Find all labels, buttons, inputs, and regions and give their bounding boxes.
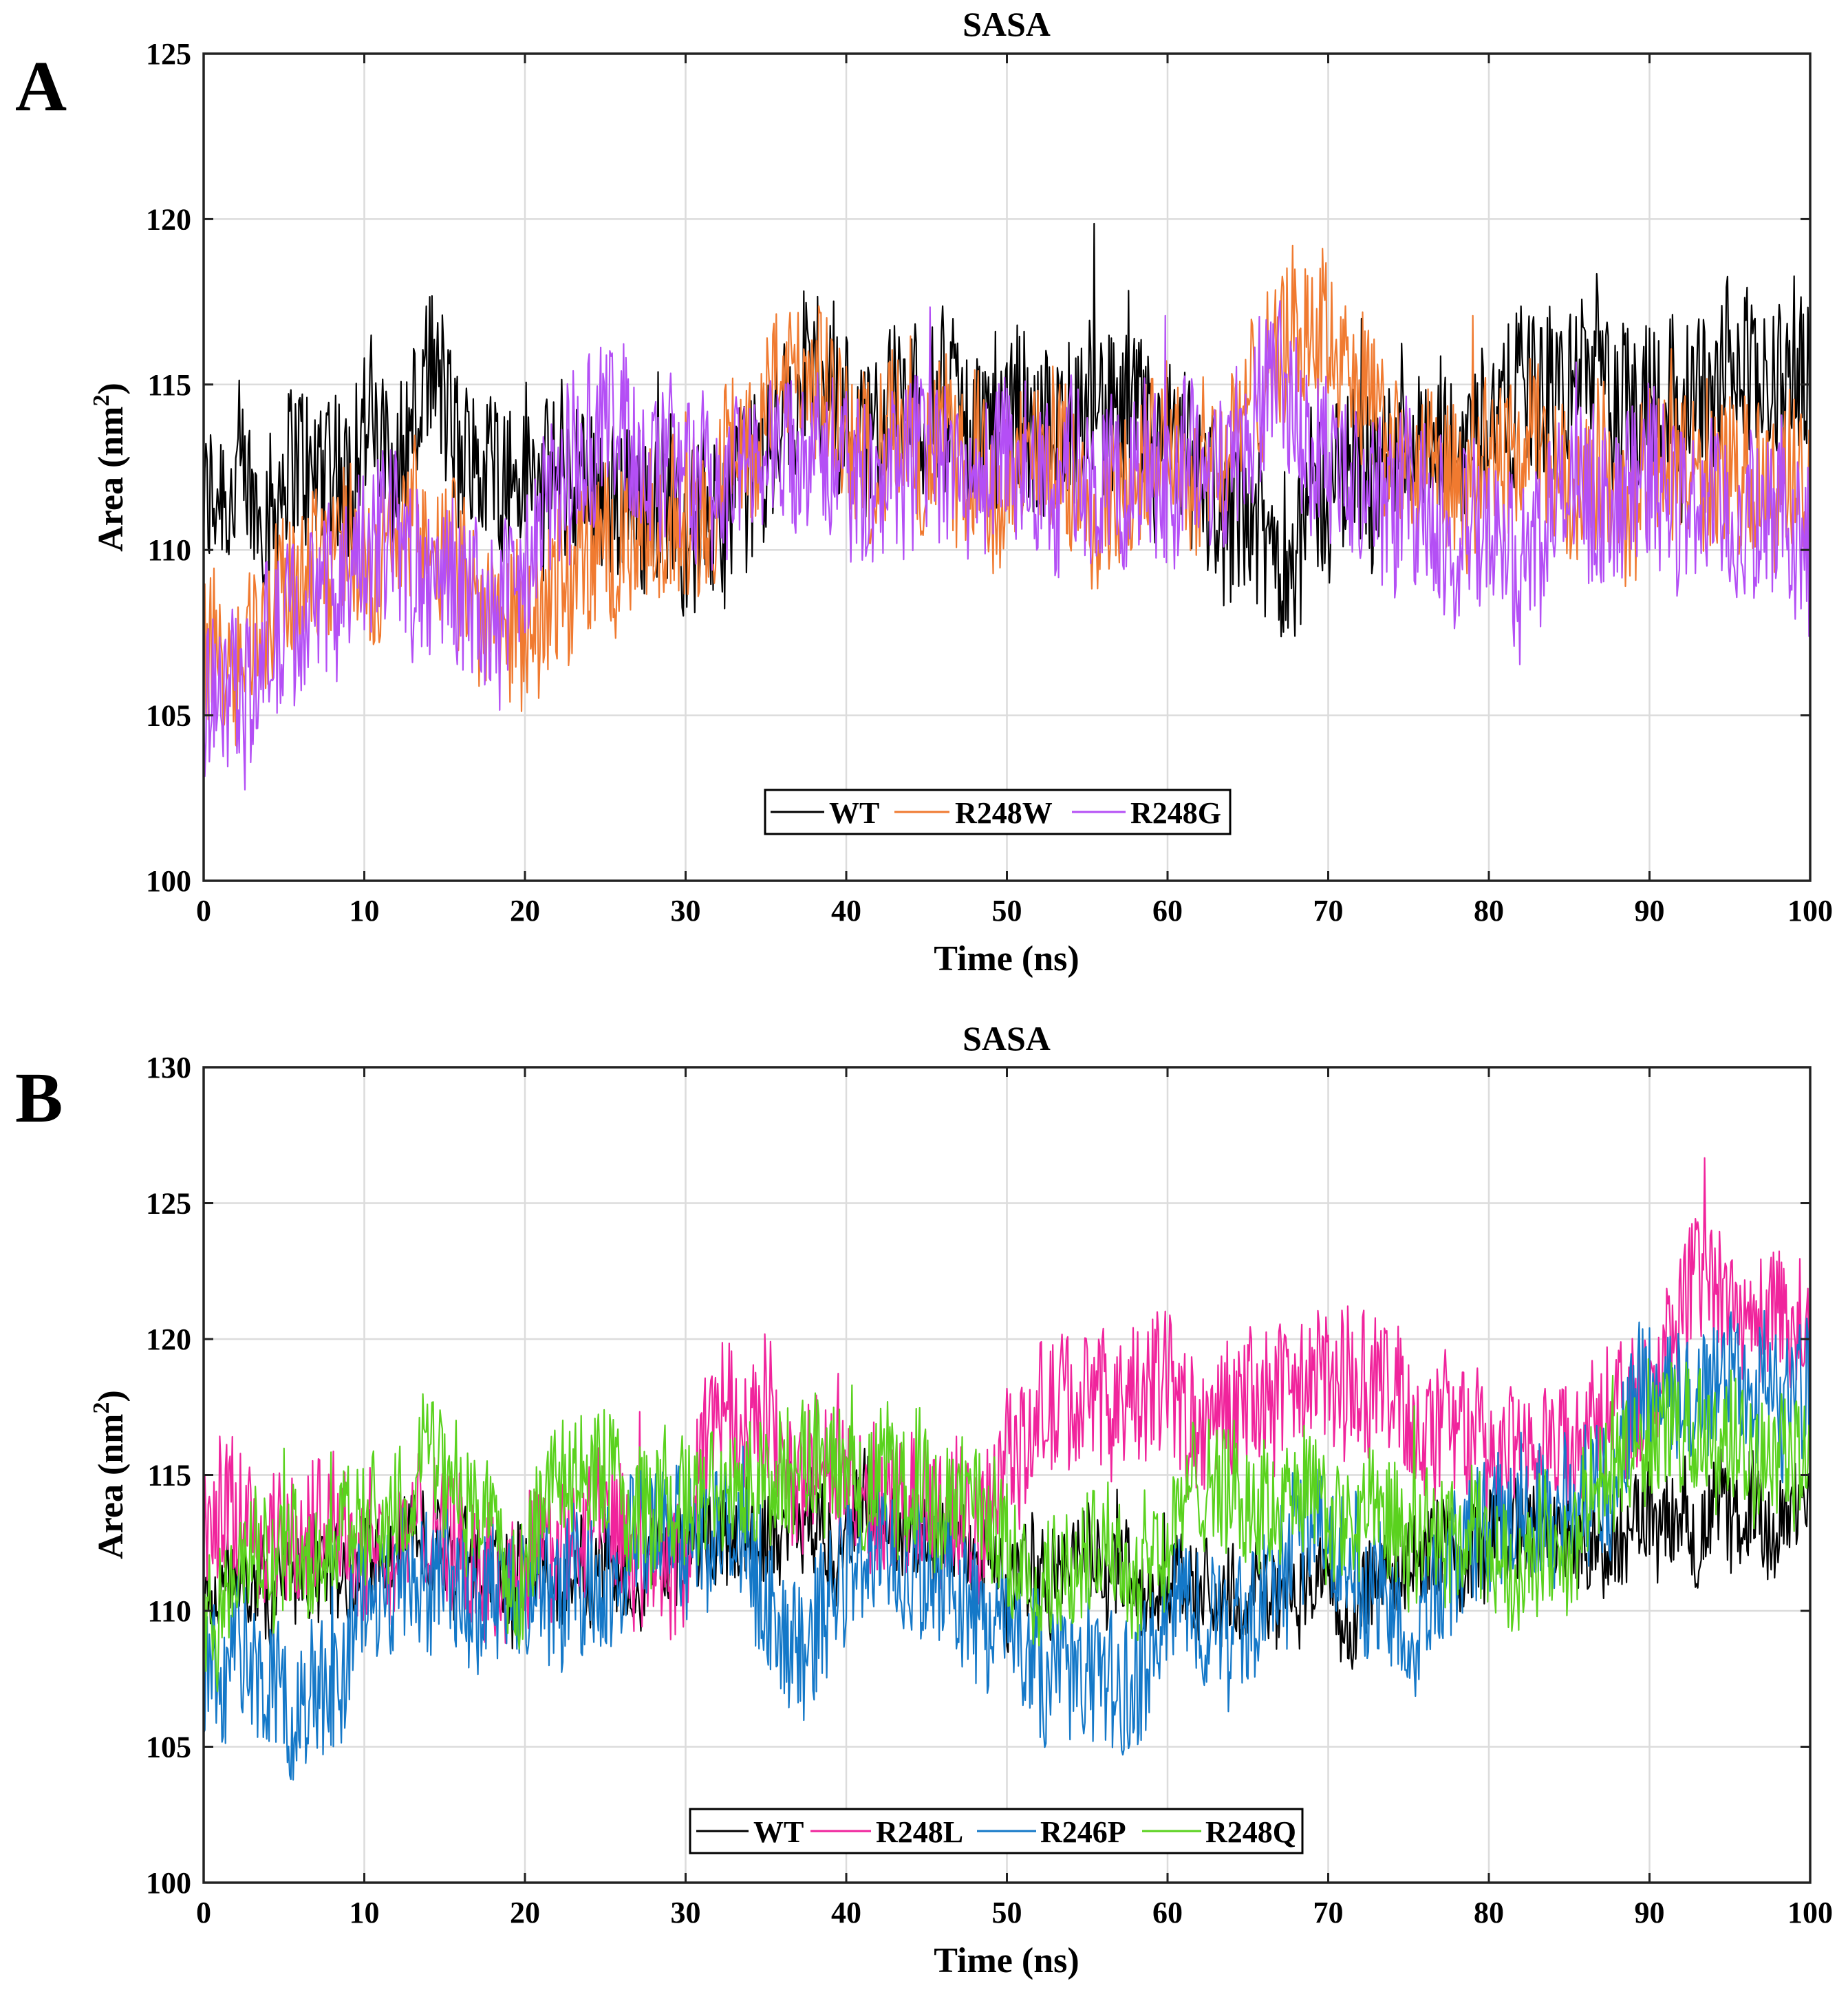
y-axis-label-close-b: ) <box>92 1390 131 1402</box>
y-axis-label-close-a: ) <box>92 383 131 394</box>
legend-label-r248q-b: R248Q <box>1205 1815 1296 1849</box>
y-tick-label: 125 <box>146 1187 191 1221</box>
chart-title-a: SASA <box>963 5 1051 43</box>
y-axis-label-sup-a: 2 <box>89 395 114 407</box>
x-tick-label: 100 <box>1787 894 1833 928</box>
x-tick-label: 90 <box>1635 1896 1665 1929</box>
y-axis-label-group-b: Area (nm2) <box>89 1390 131 1559</box>
x-axis-label-b: Time (ns) <box>934 1941 1079 1980</box>
y-tick-label: 100 <box>146 1866 191 1900</box>
x-tick-label: 30 <box>671 1896 701 1929</box>
panel-b: B SASA 0 10 20 30 40 50 60 70 80 90 100 100 105 110 11… <box>15 1019 1833 1980</box>
x-tick-label: 90 <box>1635 894 1665 928</box>
x-axis-label-a: Time (ns) <box>934 939 1079 978</box>
x-tick-label: 60 <box>1152 894 1183 928</box>
x-tick-label: 0 <box>196 1896 211 1929</box>
legend-label-r248w-a: R248W <box>955 796 1053 830</box>
panel-a: A SASA 0 10 20 30 40 50 60 70 80 90 100 100 105 110 11… <box>15 5 1833 978</box>
y-tick-label: 105 <box>146 1731 191 1764</box>
panel-letter-a: A <box>15 47 67 126</box>
svg-text:Area (nm2): Area (nm2) <box>89 1390 131 1559</box>
y-tick-label: 100 <box>146 864 191 898</box>
y-tick-label: 115 <box>147 1459 191 1492</box>
series-layer-b <box>202 1157 1812 1781</box>
x-tick-label: 40 <box>831 894 861 928</box>
x-tick-label: 50 <box>992 894 1022 928</box>
x-tick-label: 10 <box>350 894 380 928</box>
y-tick-label: 120 <box>146 202 191 236</box>
legend-label-wt-a: WT <box>829 796 879 830</box>
grid-b <box>204 1067 1810 1883</box>
x-tick-label: 20 <box>510 1896 540 1929</box>
legend-b: WT R248L R246P R248Q <box>689 1808 1304 1854</box>
legend-label-r248l-b: R248L <box>876 1815 963 1849</box>
ticks-b: 0 10 20 30 40 50 60 70 80 90 100 100 105 110 115 120 125… <box>146 1051 1833 1929</box>
series-line-r246p-b <box>202 1309 1812 1781</box>
svg-text:Area (nm2): Area (nm2) <box>89 383 131 552</box>
x-tick-label: 20 <box>510 894 540 928</box>
x-tick-label: 70 <box>1313 894 1344 928</box>
y-tick-label: 110 <box>147 533 191 567</box>
legend-label-r248g-a: R248G <box>1130 796 1221 830</box>
series-line-r248g-a <box>202 300 1812 791</box>
x-tick-label: 60 <box>1152 1896 1183 1929</box>
y-tick-label: 125 <box>146 37 191 71</box>
series-line-wt-a <box>202 222 1812 638</box>
y-tick-label: 115 <box>147 368 191 402</box>
x-tick-label: 10 <box>350 1896 380 1929</box>
x-tick-label: 70 <box>1313 1896 1344 1929</box>
x-tick-label: 0 <box>196 894 211 928</box>
legend-a: WT R248W R248G <box>764 789 1232 835</box>
y-axis-label-a: Area (nm <box>92 407 131 552</box>
series-layer-a <box>202 222 1812 791</box>
x-tick-label: 50 <box>992 1896 1022 1929</box>
y-tick-label: 110 <box>147 1594 191 1628</box>
x-tick-label: 80 <box>1474 1896 1504 1929</box>
legend-label-wt-b: WT <box>753 1815 804 1849</box>
y-axis-label-sup-b: 2 <box>89 1402 114 1414</box>
y-tick-label: 120 <box>146 1323 191 1356</box>
x-tick-label: 30 <box>671 894 701 928</box>
legend-label-r246p-b: R246P <box>1040 1815 1126 1849</box>
chart-title-b: SASA <box>963 1019 1051 1058</box>
y-tick-label: 130 <box>146 1051 191 1084</box>
y-tick-label: 105 <box>146 699 191 733</box>
x-tick-label: 40 <box>831 1896 861 1929</box>
ticks-a: 0 10 20 30 40 50 60 70 80 90 100 100 105 110 115 120 125 <box>146 37 1833 928</box>
x-tick-label: 80 <box>1474 894 1504 928</box>
y-axis-label-group-a: Area (nm2) <box>89 383 131 552</box>
y-axis-label-b: Area (nm <box>92 1414 131 1559</box>
panel-letter-b: B <box>15 1058 63 1137</box>
series-line-r248q-b <box>202 1358 1812 1693</box>
x-tick-label: 100 <box>1787 1896 1833 1929</box>
